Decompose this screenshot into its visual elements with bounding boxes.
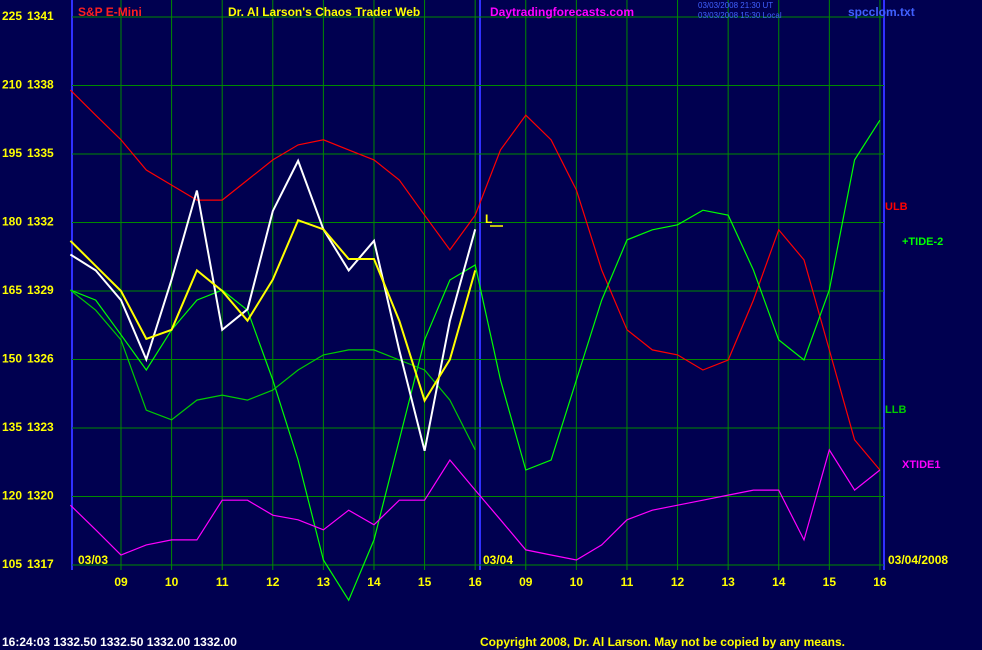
y2-tick-label: 1317 [27, 557, 54, 571]
y-tick-label: 225 [2, 9, 22, 23]
date-label: 03/04/2008 [888, 553, 948, 567]
date-label: 03/03 [78, 553, 108, 567]
y2-tick-label: 1329 [27, 283, 54, 297]
timestamp: 03/03/2008 21:30 UT [698, 1, 773, 10]
series-line [69, 218, 477, 403]
y-tick-label: 105 [2, 557, 22, 571]
x-tick-label: 14 [367, 575, 381, 589]
x-tick-label: 15 [823, 575, 837, 589]
grid [72, 0, 884, 570]
y2-tick-label: 1320 [27, 489, 54, 503]
quote: 16:24:03 1332.50 1332.50 1332.00 1332.00 [2, 635, 237, 649]
series-line [69, 448, 881, 561]
series-line [69, 158, 477, 452]
file-name: spcclom.txt [848, 5, 915, 19]
x-tick-label: 11 [621, 575, 634, 589]
site-name: Dr. Al Larson's Chaos Trader Web [228, 5, 420, 19]
legend-label: ULB [885, 201, 908, 213]
copyright: Copyright 2008, Dr. Al Larson. May not b… [480, 635, 845, 649]
series-line [70, 289, 476, 451]
y2-tick-label: 1341 [27, 9, 54, 23]
date-label: 03/04 [483, 553, 513, 567]
x-tick-label: 16 [873, 575, 887, 589]
legend-label: +TIDE-2 [902, 236, 943, 248]
y2-tick-label: 1323 [27, 420, 54, 434]
market-label: S&P E-Mini [78, 5, 142, 19]
y-tick-label: 180 [2, 215, 22, 229]
x-tick-label: 15 [418, 575, 432, 589]
site-url: Daytradingforecasts.com [490, 5, 634, 19]
timestamp: 03/03/2008 15:30 Local [698, 11, 782, 20]
y-tick-label: 210 [2, 78, 22, 92]
y2-tick-label: 1335 [27, 146, 54, 160]
x-tick-label: 09 [519, 575, 533, 589]
y2-tick-label: 1326 [27, 352, 54, 366]
y-tick-label: 150 [2, 352, 22, 366]
legend-label: LLB [885, 404, 906, 416]
x-tick-label: 12 [266, 575, 280, 589]
x-tick-label: 13 [317, 575, 331, 589]
series-line [69, 89, 881, 471]
series-lines [69, 89, 881, 602]
y-tick-label: 195 [2, 146, 22, 160]
y-tick-label: 165 [2, 283, 22, 297]
series-line [70, 119, 881, 602]
x-tick-label: 10 [570, 575, 584, 589]
legend-label: XTIDE1 [902, 459, 941, 471]
x-tick-label: 11 [216, 575, 229, 589]
x-tick-label: 10 [165, 575, 179, 589]
x-tick-label: 13 [721, 575, 735, 589]
y-tick-label: 120 [2, 489, 22, 503]
x-tick-label: 09 [114, 575, 128, 589]
x-tick-label: 16 [468, 575, 482, 589]
y-tick-label: 135 [2, 420, 22, 434]
y2-tick-label: 1338 [27, 78, 54, 92]
x-tick-label: 12 [671, 575, 685, 589]
y2-tick-label: 1332 [27, 215, 54, 229]
marker-label: L [485, 212, 492, 226]
x-tick-label: 14 [772, 575, 786, 589]
